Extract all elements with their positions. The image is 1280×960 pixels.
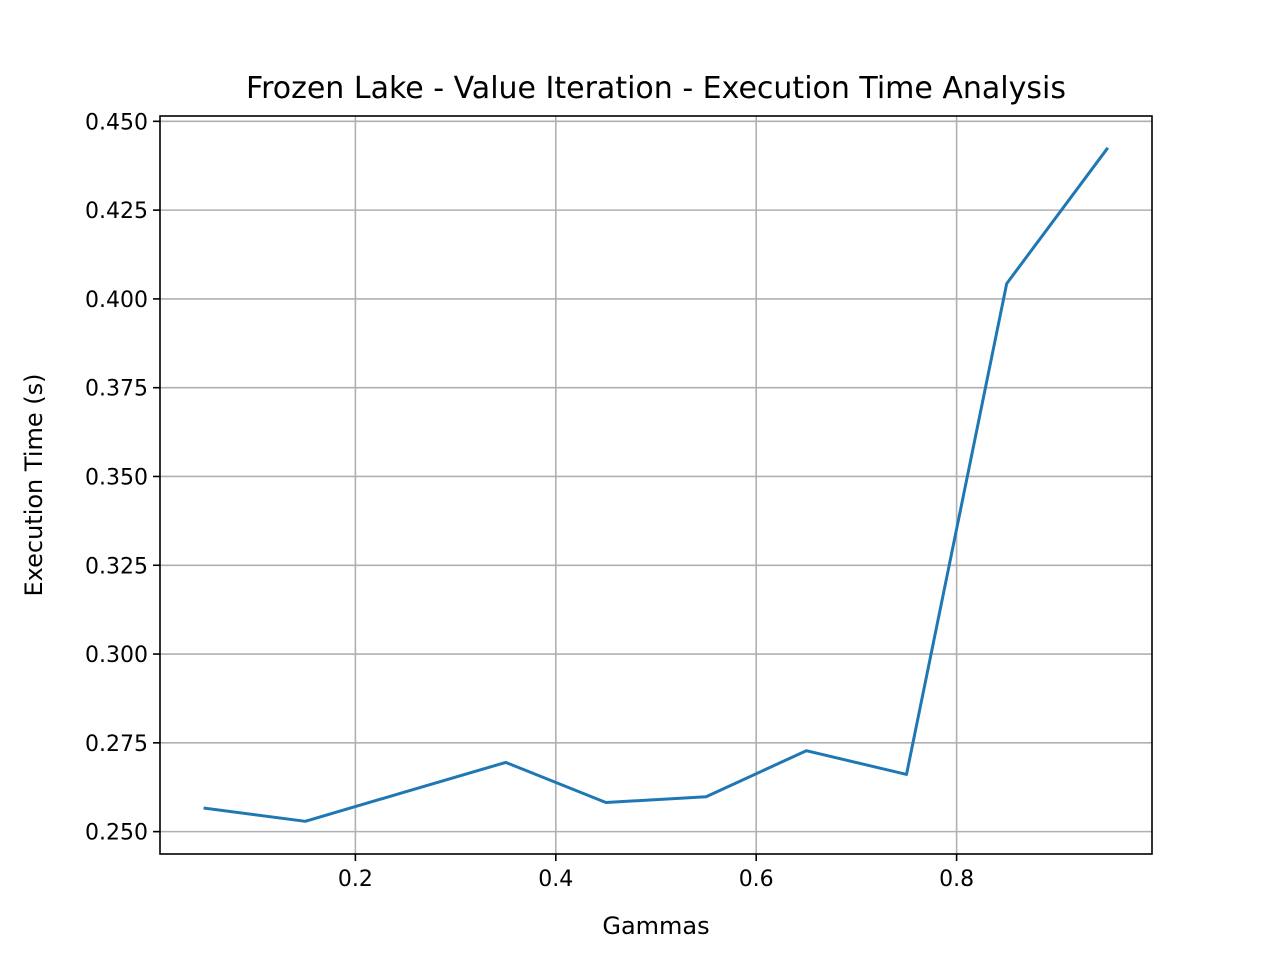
y-tick-label: 0.325 <box>85 554 148 579</box>
y-tick-label: 0.425 <box>85 199 148 224</box>
axis-ticks: 0.2 0.4 0.6 0.8 0.250 0.275 0.300 0.325 0.350 0.3… <box>85 110 974 892</box>
x-tick-label: 0.2 <box>338 867 373 892</box>
x-axis-label: Gammas <box>602 912 709 940</box>
series-line <box>203 146 1109 823</box>
y-tick-label: 0.375 <box>85 377 148 402</box>
plot-frame <box>159 115 1153 855</box>
y-tick-label: 0.400 <box>85 288 148 313</box>
y-axis-label: Execution Time (s) <box>20 374 48 597</box>
chart-title: Frozen Lake - Value Iteration - Executio… <box>246 71 1066 106</box>
x-tick-label: 0.8 <box>939 867 974 892</box>
x-tick-label: 0.6 <box>739 867 774 892</box>
y-tick-label: 0.450 <box>85 110 148 135</box>
grid-lines <box>160 116 1152 854</box>
y-tick-label: 0.250 <box>85 821 148 846</box>
x-tick-label: 0.4 <box>538 867 573 892</box>
series-layer <box>203 146 1109 823</box>
y-tick-label: 0.300 <box>85 643 148 668</box>
y-tick-label: 0.350 <box>85 465 148 490</box>
y-tick-label: 0.275 <box>85 732 148 757</box>
